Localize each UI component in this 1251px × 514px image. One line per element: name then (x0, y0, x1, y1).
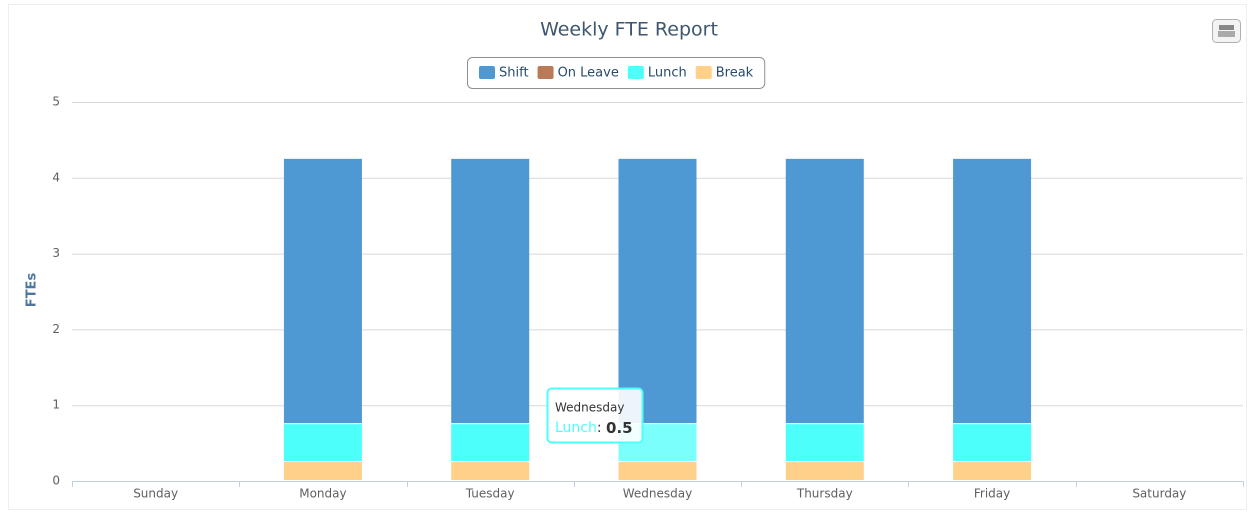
legend-label: Break (716, 66, 754, 81)
print-button[interactable] (1212, 19, 1241, 43)
bar-segment (785, 158, 864, 424)
tooltip-series: Lunch (555, 420, 597, 436)
x-tick-label: Thursday (796, 487, 853, 501)
print-icon (1218, 31, 1235, 37)
legend-label: Lunch (648, 66, 687, 81)
bar-segment (283, 158, 362, 424)
bar-segment (785, 462, 864, 480)
x-tick-label: Saturday (1132, 487, 1186, 501)
tooltip-frame (546, 387, 644, 444)
y-tick-label: 2 (52, 322, 60, 336)
bar-segment (785, 424, 864, 462)
y-tick-label: 0 (52, 474, 60, 488)
legend-swatch (695, 66, 712, 79)
legend-frame (467, 57, 766, 89)
x-tick-label: Friday (974, 487, 1010, 501)
tooltip-line: Lunch: 0.5 (555, 419, 633, 437)
x-tick-label: Tuesday (465, 487, 515, 501)
bar-segment (618, 158, 697, 424)
bar-segment (451, 158, 530, 424)
x-tick-label: Wednesday (623, 487, 692, 501)
legend-swatch (627, 66, 644, 79)
bar-segment (953, 158, 1032, 424)
x-tick-label: Sunday (133, 487, 178, 501)
chart-title: Weekly FTE Report (540, 19, 718, 41)
y-tick-label: 5 (52, 95, 60, 109)
y-tick-label: 3 (52, 246, 60, 260)
tooltip-value: 0.5 (606, 419, 633, 437)
bar-segment (953, 424, 1032, 462)
legend-label: On Leave (558, 66, 619, 81)
legend-label: Shift (499, 66, 529, 81)
bar-segment (451, 424, 530, 462)
tooltip-category: Wednesday (555, 401, 624, 415)
x-tick-label: Monday (299, 487, 346, 501)
tooltip: Wednesday Lunch: 0.5 (546, 387, 644, 444)
print-icon (1219, 25, 1234, 30)
y-tick-label: 1 (52, 398, 60, 412)
y-axis-title: FTEs (25, 273, 40, 308)
bar-segment (283, 462, 362, 480)
tooltip-sep: : (597, 420, 606, 436)
bar-segment (953, 462, 1032, 480)
y-tick-label: 4 (52, 170, 60, 184)
bar-segment (283, 424, 362, 462)
legend-swatch (479, 66, 495, 79)
bar-segment (618, 462, 697, 480)
legend-swatch (537, 66, 554, 79)
bar-segment (451, 462, 530, 480)
